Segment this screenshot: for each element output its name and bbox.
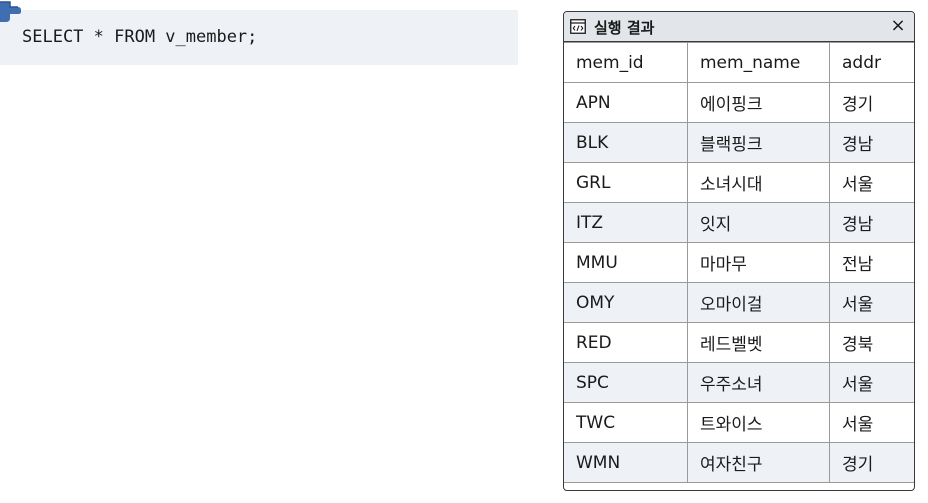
table-row: SPC 우주소녀 서울 bbox=[564, 362, 914, 403]
table-row: ITZ 잇지 경남 bbox=[564, 202, 914, 243]
result-table-header-row: mem_id mem_name addr bbox=[564, 42, 914, 83]
table-row: MMU 마마무 전남 bbox=[564, 242, 914, 283]
cell-mem-id[interactable]: BLK bbox=[564, 122, 688, 163]
table-row: TWC 트와이스 서울 bbox=[564, 402, 914, 443]
cell-mem-name[interactable]: 트와이스 bbox=[687, 402, 830, 443]
cell-addr[interactable]: 서울 bbox=[829, 402, 914, 443]
table-row: APN 에이핑크 경기 bbox=[564, 82, 914, 123]
sql-code-block: SELECT * FROM v_member; bbox=[0, 1, 518, 65]
result-window: 실행 결과 × mem_id mem_name addr APN 에이핑크 경기 bbox=[563, 11, 915, 491]
cell-mem-name[interactable]: 에이핑크 bbox=[687, 82, 830, 123]
column-header-addr[interactable]: addr bbox=[829, 42, 914, 83]
cell-mem-id[interactable]: SPC bbox=[564, 362, 688, 403]
cell-mem-name[interactable]: 소녀시대 bbox=[687, 162, 830, 203]
hand-pointer-icon bbox=[0, 1, 21, 22]
cell-addr[interactable]: 경남 bbox=[829, 202, 914, 243]
table-row: BLK 블랙핑크 경남 bbox=[564, 122, 914, 163]
cell-addr[interactable]: 전남 bbox=[829, 242, 914, 283]
cell-mem-name[interactable]: 마마무 bbox=[687, 242, 830, 283]
cell-mem-name[interactable]: 여자친구 bbox=[687, 442, 830, 483]
column-header-mem-id[interactable]: mem_id bbox=[564, 42, 688, 83]
cell-mem-id[interactable]: GRL bbox=[564, 162, 688, 203]
table-row: WMN 여자친구 경기 bbox=[564, 442, 914, 483]
result-table: mem_id mem_name addr APN 에이핑크 경기 BLK 블랙핑… bbox=[564, 42, 914, 483]
cell-mem-id[interactable]: RED bbox=[564, 322, 688, 363]
table-row: GRL 소녀시대 서울 bbox=[564, 162, 914, 203]
code-window-icon bbox=[570, 19, 586, 34]
result-window-titlebar: 실행 결과 × bbox=[564, 12, 914, 42]
cell-mem-id[interactable]: WMN bbox=[564, 442, 688, 483]
cell-addr[interactable]: 경남 bbox=[829, 122, 914, 163]
cell-addr[interactable]: 경기 bbox=[829, 442, 914, 483]
cell-mem-name[interactable]: 잇지 bbox=[687, 202, 830, 243]
cell-mem-id[interactable]: OMY bbox=[564, 282, 688, 323]
cell-mem-id[interactable]: ITZ bbox=[564, 202, 688, 243]
cell-addr[interactable]: 서울 bbox=[829, 282, 914, 323]
cell-addr[interactable]: 서울 bbox=[829, 362, 914, 403]
cell-mem-name[interactable]: 우주소녀 bbox=[687, 362, 830, 403]
result-window-title: 실행 결과 bbox=[594, 19, 655, 37]
cell-mem-id[interactable]: TWC bbox=[564, 402, 688, 443]
table-row: RED 레드벨벳 경북 bbox=[564, 322, 914, 363]
column-header-mem-name[interactable]: mem_name bbox=[687, 42, 830, 83]
cell-mem-id[interactable]: APN bbox=[564, 82, 688, 123]
cell-addr[interactable]: 경북 bbox=[829, 322, 914, 363]
cell-mem-name[interactable]: 레드벨벳 bbox=[687, 322, 830, 363]
cell-mem-id[interactable]: MMU bbox=[564, 242, 688, 283]
cell-mem-name[interactable]: 오마이걸 bbox=[687, 282, 830, 323]
cell-addr[interactable]: 경기 bbox=[829, 82, 914, 123]
close-button[interactable]: × bbox=[890, 15, 906, 36]
sql-query-text: SELECT * FROM v_member; bbox=[22, 27, 258, 47]
cell-addr[interactable]: 서울 bbox=[829, 162, 914, 203]
cell-mem-name[interactable]: 블랙핑크 bbox=[687, 122, 830, 163]
table-row: OMY 오마이걸 서울 bbox=[564, 282, 914, 323]
